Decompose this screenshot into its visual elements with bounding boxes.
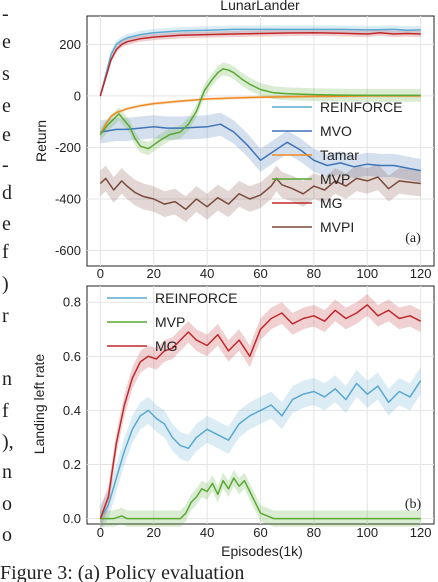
x-tick-label: 60 bbox=[253, 525, 267, 540]
y-ticks-a: -600 -400 -200 0 200 bbox=[55, 37, 81, 258]
x-tick-label: 20 bbox=[146, 266, 160, 281]
legend-entry-mg: MG bbox=[320, 195, 343, 211]
legend-entry-mvo: MVO bbox=[320, 123, 352, 139]
grid-b bbox=[87, 286, 434, 524]
panel-label-a: (a) bbox=[405, 231, 421, 246]
legend-entry-mvp: MVP bbox=[155, 314, 185, 330]
y-tick-label: -600 bbox=[55, 243, 81, 258]
band-mvo bbox=[100, 112, 421, 183]
x-tick-label: 100 bbox=[356, 266, 378, 281]
band-mvp bbox=[100, 469, 421, 527]
legend-entry-mvpi: MVPI bbox=[320, 219, 354, 235]
margin-letter: n bbox=[2, 368, 12, 390]
x-tick-label: 80 bbox=[307, 266, 321, 281]
y-tick-label: -400 bbox=[55, 191, 81, 206]
x-tick-label: 80 bbox=[307, 525, 321, 540]
margin-letter: o bbox=[2, 524, 12, 546]
margin-letter: - bbox=[2, 154, 9, 176]
margin-letter: f bbox=[2, 241, 9, 263]
y-tick-label: 0.4 bbox=[63, 403, 81, 418]
legend-a: REINFORCE MVO Tamar MVP MG MVPI bbox=[272, 99, 402, 235]
x-tick-label: 120 bbox=[410, 525, 432, 540]
panel-b: 0 20 40 60 80 100 120 0.0 0.2 0.4 0.6 0.8 Landing … bbox=[31, 285, 435, 559]
band-mvpi bbox=[100, 164, 421, 223]
x-tick-label: 0 bbox=[97, 266, 104, 281]
series-line-reinforce bbox=[99, 28, 421, 97]
y-tick-label: 0 bbox=[74, 88, 81, 103]
margin-letter: ) bbox=[2, 273, 9, 295]
x-tick-label: 40 bbox=[200, 266, 214, 281]
lines-a bbox=[99, 28, 421, 211]
bands-b bbox=[100, 294, 421, 533]
legend-entry-tamar: Tamar bbox=[320, 147, 359, 163]
y-tick-label: -200 bbox=[55, 140, 81, 155]
legend-entry-mg: MG bbox=[155, 338, 178, 354]
x-tick-label: 100 bbox=[356, 525, 378, 540]
x-tick-label: 60 bbox=[253, 266, 267, 281]
margin-letter: e bbox=[2, 31, 11, 53]
panel-label-b: (b) bbox=[405, 497, 422, 512]
y-tick-label: 0.6 bbox=[63, 349, 81, 364]
y-tick-label: 200 bbox=[59, 37, 81, 52]
margin-letter: r bbox=[2, 305, 9, 327]
band-reinforce bbox=[100, 367, 421, 533]
legend-b: REINFORCE MVP MG bbox=[107, 290, 237, 354]
series-line-mvp bbox=[99, 68, 421, 150]
x-tick-label: 40 bbox=[200, 525, 214, 540]
x-ticks-b: 0 20 40 60 80 100 120 bbox=[97, 525, 432, 540]
margin-letter: f bbox=[2, 400, 9, 422]
series-line-mvpi bbox=[99, 176, 421, 211]
margin-letter: - bbox=[2, 3, 9, 25]
margin-letter: e bbox=[2, 213, 11, 235]
series-line-mg bbox=[99, 304, 422, 519]
figure-caption: Figure 3: (a) Policy evaluation bbox=[0, 562, 244, 582]
margin-letter: n bbox=[2, 461, 12, 483]
margin-letter: e bbox=[2, 95, 11, 117]
y-tick-label: 0.2 bbox=[63, 457, 81, 472]
margin-letter: s bbox=[2, 63, 10, 85]
x-tick-label: 20 bbox=[146, 525, 160, 540]
x-tick-label: 0 bbox=[97, 525, 104, 540]
series-line-reinforce bbox=[99, 380, 422, 519]
y-ticks-b: 0.0 0.2 0.4 0.6 0.8 bbox=[63, 295, 81, 526]
margin-letter: e bbox=[2, 124, 11, 146]
x-axis-label: Episodes(1k) bbox=[221, 543, 303, 559]
legend-entry-reinforce: REINFORCE bbox=[320, 99, 402, 115]
series-line-tamar bbox=[99, 95, 421, 135]
band-mg bbox=[100, 294, 421, 530]
series-line-mvp bbox=[100, 477, 421, 520]
margin-letter: o bbox=[2, 493, 12, 515]
lines-b bbox=[99, 304, 422, 520]
legend-entry-mvp: MVP bbox=[320, 171, 350, 187]
y-tick-label: 0.8 bbox=[63, 295, 81, 310]
y-axis-label-a: Return bbox=[33, 120, 49, 162]
series-line-mvo bbox=[100, 123, 421, 172]
chart-title: LunarLander bbox=[220, 0, 300, 13]
y-axis-label-b: Landing left rate bbox=[31, 354, 47, 455]
legend-entry-reinforce: REINFORCE bbox=[155, 290, 237, 306]
margin-letter: d bbox=[2, 182, 12, 204]
x-tick-label: 120 bbox=[410, 266, 432, 281]
margin-letter: ), bbox=[2, 431, 14, 453]
y-tick-label: 0.0 bbox=[63, 511, 81, 526]
x-ticks-a: 0 20 40 60 80 100 120 bbox=[97, 266, 432, 281]
panel-a: 0 20 40 60 80 100 120 -600 -400 -200 0 200 LunarLa… bbox=[33, 0, 435, 281]
series-line-mg bbox=[99, 32, 421, 97]
